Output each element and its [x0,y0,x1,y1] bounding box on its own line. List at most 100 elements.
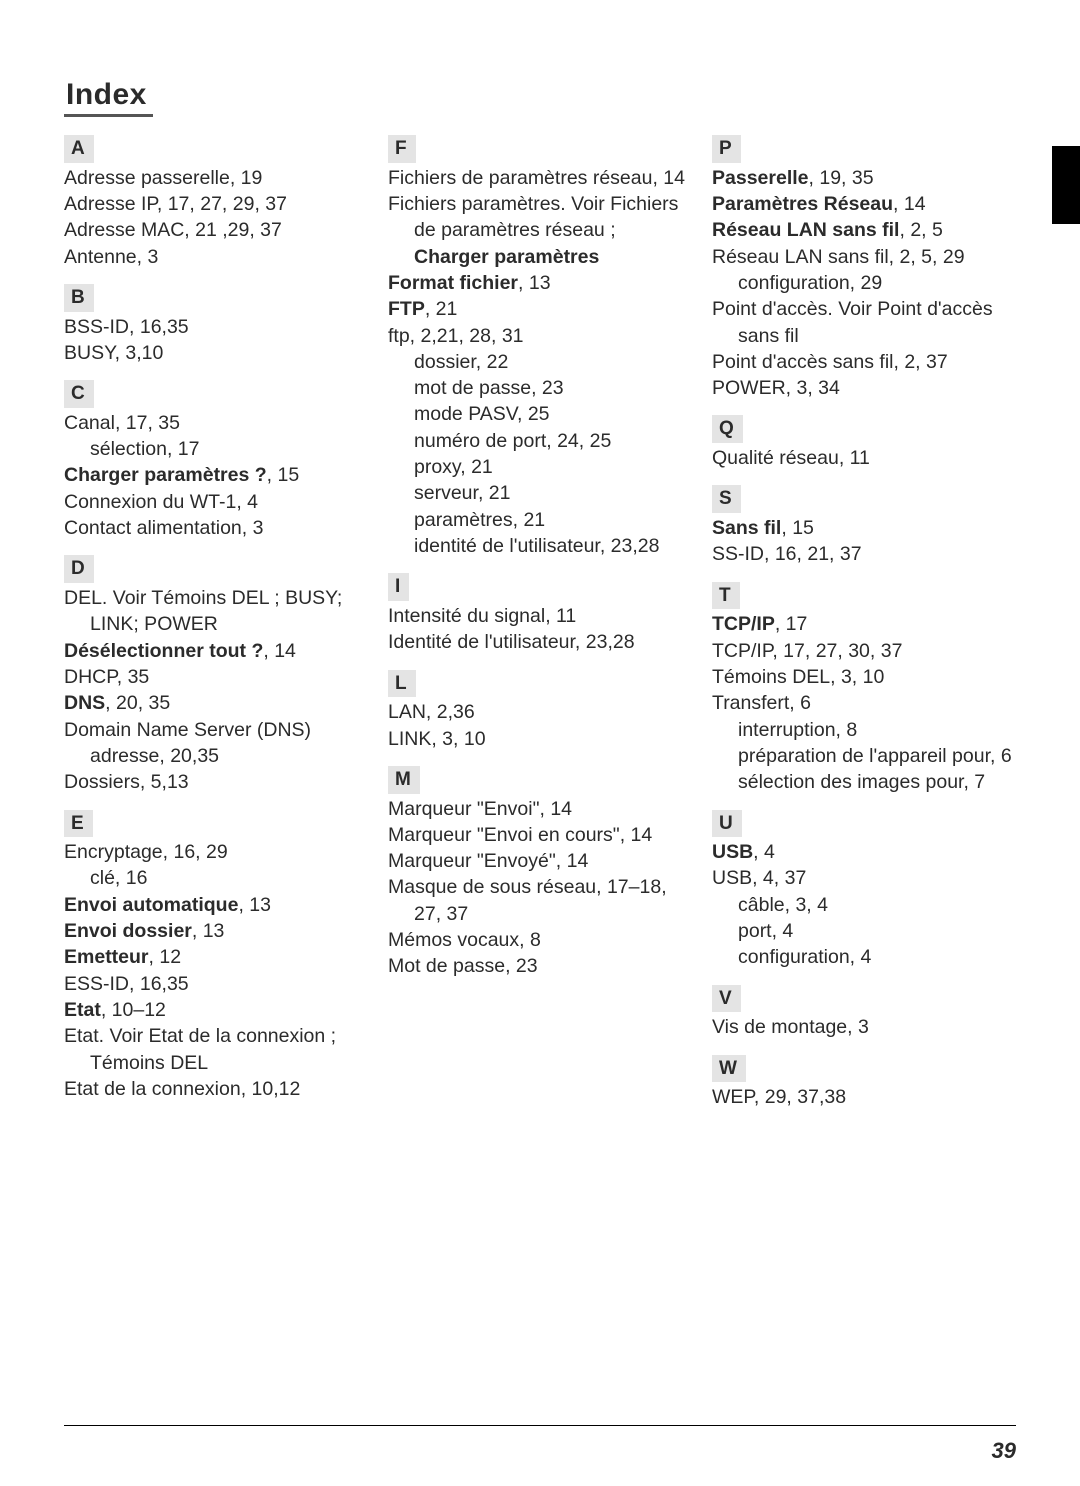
page: Index AAdresse passerelle, 19Adresse IP,… [0,0,1080,1486]
index-entry: Sans fil, 15 [712,515,1016,541]
index-entry: Vis de montage, 3 [712,1014,1016,1040]
index-letter: F [388,135,416,163]
index-entry: clé, 16 [64,865,368,891]
index-letter: U [712,810,742,838]
index-entry: ESS-ID, 16,35 [64,971,368,997]
index-entry: mode PASV, 25 [388,401,692,427]
index-entry: Adresse MAC, 21 ,29, 37 [64,217,368,243]
index-entry: DEL. Voir Témoins DEL ; BUSY; LINK; POWE… [64,585,368,638]
index-entry: Envoi dossier, 13 [64,918,368,944]
index-letter: L [388,670,416,698]
index-entry: LAN, 2,36 [388,699,692,725]
index-entry-bold: Réseau LAN sans fil [712,219,899,241]
index-entry-bold: Format fichier [388,272,518,294]
index-entry: POWER, 3, 34 [712,375,1016,401]
index-entry: Charger paramètres ?, 15 [64,462,368,488]
index-letter: T [712,582,740,610]
index-entry: LINK, 3, 10 [388,726,692,752]
index-entry: Réseau LAN sans fil, 2, 5, 29 [712,244,1016,270]
index-entry: Témoins DEL, 3, 10 [712,664,1016,690]
index-letter: Q [712,415,743,443]
index-entry-bold: USB [712,841,753,863]
index-entry: Transfert, 6 [712,690,1016,716]
index-letter: S [712,485,741,513]
index-entry: Format fichier, 13 [388,270,692,296]
index-entry: configuration, 4 [712,944,1016,970]
index-letter: I [388,573,409,601]
index-letter: W [712,1055,746,1083]
index-entry: Adresse passerelle, 19 [64,165,368,191]
index-entry: FTP, 21 [388,296,692,322]
index-letter: E [64,810,93,838]
index-entry: WEP, 29, 37,38 [712,1084,1016,1110]
index-entry-bold: Sans fil [712,517,781,539]
index-entry: Marqueur "Envoi en cours", 14 [388,822,692,848]
index-entry-bold: Paramètres Réseau [712,193,893,215]
index-entry-bold: Envoi dossier [64,920,192,942]
index-entry: Point d'accès. Voir Point d'accès sans f… [712,296,1016,349]
index-entry: Envoi automatique, 13 [64,892,368,918]
index-entry: interruption, 8 [712,717,1016,743]
index-entry: TCP/IP, 17, 27, 30, 37 [712,638,1016,664]
index-entry: Encryptage, 16, 29 [64,839,368,865]
index-entry: sélection, 17 [64,436,368,462]
index-entry: Point d'accès sans fil, 2, 37 [712,349,1016,375]
title-underline: Index [64,78,153,117]
index-letter: B [64,284,94,312]
index-entry: Fichiers de paramètres réseau, 14 [388,165,692,191]
index-entry: BUSY, 3,10 [64,340,368,366]
index-entry: Qualité réseau, 11 [712,445,1016,471]
index-entry-bold: Désélectionner tout ? [64,640,263,662]
index-entry: Désélectionner tout ?, 14 [64,638,368,664]
index-entry: Fichiers paramètres. Voir Fichiers de pa… [388,191,692,270]
footer-rule [64,1425,1016,1426]
index-entry: paramètres, 21 [388,507,692,533]
index-columns: AAdresse passerelle, 19Adresse IP, 17, 2… [64,135,1016,1111]
index-entry: sélection des images pour, 7 [712,769,1016,795]
index-letter: A [64,135,94,163]
index-letter: M [388,766,420,794]
index-entry: Antenne, 3 [64,244,368,270]
index-entry: Marqueur "Envoi", 14 [388,796,692,822]
index-entry: Domain Name Server (DNS) adresse, 20,35 [64,717,368,770]
index-entry: préparation de l'appareil pour, 6 [712,743,1016,769]
index-entry: Intensité du signal, 11 [388,603,692,629]
index-entry: mot de passe, 23 [388,375,692,401]
index-entry: Etat de la connexion, 10,12 [64,1076,368,1102]
index-entry: Réseau LAN sans fil, 2, 5 [712,217,1016,243]
index-entry: Identité de l'utilisateur, 23,28 [388,629,692,655]
index-entry: BSS-ID, 16,35 [64,314,368,340]
index-entry: Canal, 17, 35 [64,410,368,436]
index-entry: ftp, 2,21, 28, 31 [388,323,692,349]
index-letter: P [712,135,741,163]
index-entry: Passerelle, 19, 35 [712,165,1016,191]
index-entry-bold: Envoi automatique [64,894,238,916]
index-entry-bold: DNS [64,692,105,714]
index-entry: Adresse IP, 17, 27, 29, 37 [64,191,368,217]
index-entry: serveur, 21 [388,480,692,506]
index-entry: câble, 3, 4 [712,892,1016,918]
index-entry: numéro de port, 24, 25 [388,428,692,454]
index-entry-bold: Etat [64,999,101,1021]
index-entry: Masque de sous réseau, 17–18, 27, 37 [388,874,692,927]
index-letter: V [712,985,741,1013]
index-entry: Mémos vocaux, 8 [388,927,692,953]
index-entry: identité de l'utilisateur, 23,28 [388,533,692,559]
index-entry: Etat. Voir Etat de la connexion ; Témoin… [64,1023,368,1076]
index-entry: proxy, 21 [388,454,692,480]
page-number: 39 [992,1438,1016,1464]
index-entry-bold: FTP [388,298,425,320]
section-tab [1052,146,1080,224]
index-entry: DHCP, 35 [64,664,368,690]
index-entry: configuration, 29 [712,270,1016,296]
index-entry: Emetteur, 12 [64,944,368,970]
index-column: AAdresse passerelle, 19Adresse IP, 17, 2… [64,135,368,1111]
index-entry-bold: Charger paramètres [414,246,599,268]
index-column: PPasserelle, 19, 35Paramètres Réseau, 14… [712,135,1016,1111]
index-entry: port, 4 [712,918,1016,944]
index-entry: USB, 4, 37 [712,865,1016,891]
index-entry: Paramètres Réseau, 14 [712,191,1016,217]
index-entry: TCP/IP, 17 [712,611,1016,637]
index-entry: Contact alimentation, 3 [64,515,368,541]
index-entry: Connexion du WT-1, 4 [64,489,368,515]
